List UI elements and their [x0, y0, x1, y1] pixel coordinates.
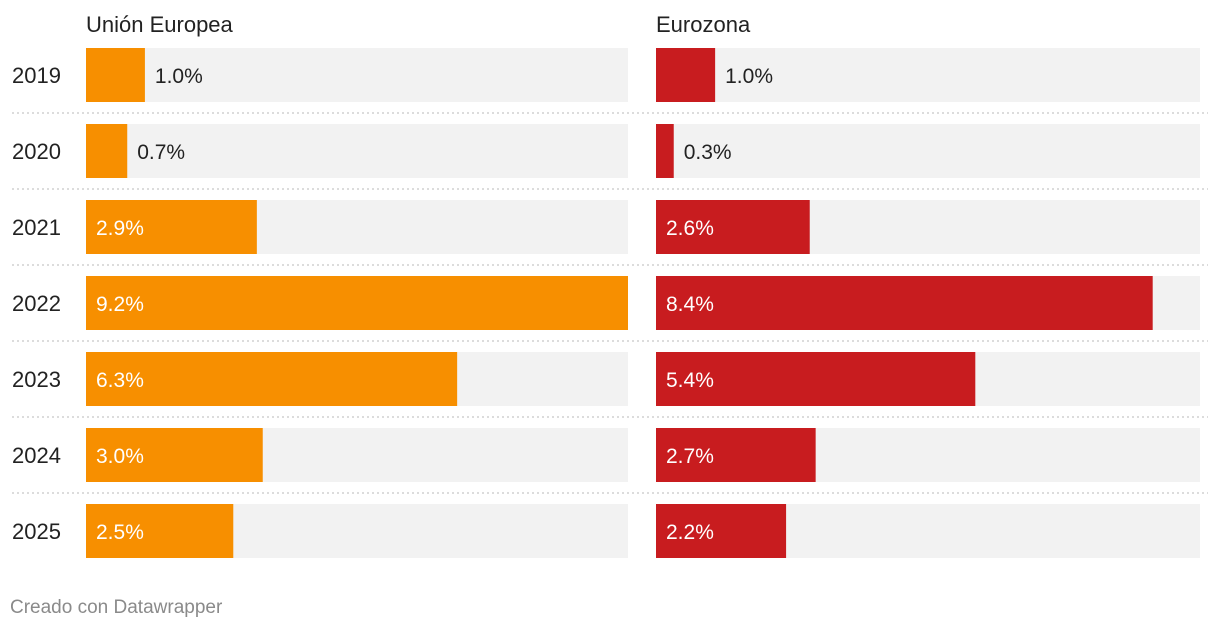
bar-track-0-2019	[86, 48, 628, 102]
bar-0-2019	[86, 48, 145, 102]
bar-1-2019	[656, 48, 716, 102]
panel-title-0: Unión Europea	[86, 12, 234, 37]
bar-1-2021	[656, 200, 810, 254]
bar-track-1-2020	[656, 124, 1200, 178]
year-label-2022: 2022	[12, 291, 61, 316]
value-label-1-2022: 8.4%	[666, 293, 714, 316]
year-label-2025: 2025	[12, 519, 61, 544]
bar-0-2022	[86, 276, 628, 330]
bar-1-2025	[656, 504, 787, 558]
bar-0-2024	[86, 428, 263, 482]
value-label-1-2021: 2.6%	[666, 217, 714, 240]
bar-0-2025	[86, 504, 234, 558]
value-label-1-2023: 5.4%	[666, 369, 714, 392]
panel-title-1: Eurozona	[656, 12, 751, 37]
bar-1-2020	[656, 124, 674, 178]
value-label-0-2025: 2.5%	[96, 521, 144, 544]
value-label-0-2024: 3.0%	[96, 445, 144, 468]
bar-1-2023	[656, 352, 976, 406]
value-label-1-2020: 0.3%	[684, 141, 732, 164]
bar-1-2024	[656, 428, 816, 482]
value-label-0-2021: 2.9%	[96, 217, 144, 240]
year-label-2024: 2024	[12, 443, 61, 468]
bar-track-0-2020	[86, 124, 628, 178]
credit-footer[interactable]: Creado con Datawrapper	[10, 597, 223, 618]
year-label-2019: 2019	[12, 63, 61, 88]
year-label-2023: 2023	[12, 367, 61, 392]
bar-1-2022	[656, 276, 1153, 330]
year-label-2020: 2020	[12, 139, 61, 164]
bar-0-2020	[86, 124, 128, 178]
value-label-1-2025: 2.2%	[666, 521, 714, 544]
bar-track-1-2019	[656, 48, 1200, 102]
value-label-0-2019: 1.0%	[155, 65, 203, 88]
value-label-0-2023: 6.3%	[96, 369, 144, 392]
bar-0-2021	[86, 200, 257, 254]
value-label-0-2022: 9.2%	[96, 293, 144, 316]
bar-0-2023	[86, 352, 458, 406]
value-label-1-2019: 1.0%	[725, 65, 773, 88]
year-label-2021: 2021	[12, 215, 61, 240]
value-label-1-2024: 2.7%	[666, 445, 714, 468]
value-label-0-2020: 0.7%	[137, 141, 185, 164]
